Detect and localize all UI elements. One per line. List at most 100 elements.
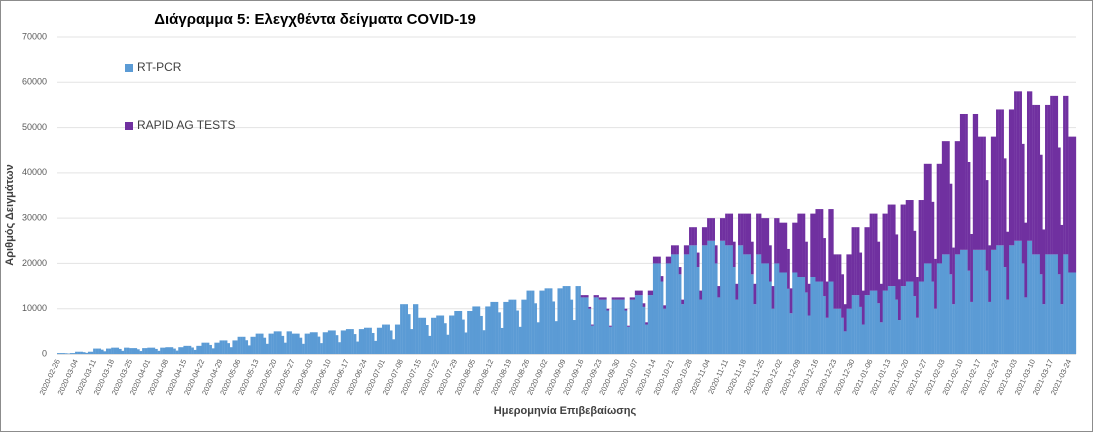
bar-segment — [98, 348, 102, 354]
bar-segment — [609, 325, 612, 327]
bar-segment — [918, 200, 922, 282]
bar-segment — [1042, 229, 1046, 305]
bar-segment — [477, 306, 481, 354]
bar-segment — [201, 342, 205, 354]
bar-segment — [748, 213, 752, 255]
bar-segment — [291, 333, 295, 354]
bar-segment — [652, 256, 656, 264]
bar-segment — [392, 339, 396, 354]
bar-segment — [941, 254, 945, 354]
bar-segment — [428, 335, 432, 354]
bar-segment — [890, 204, 893, 287]
bar-segment — [490, 301, 494, 354]
bar-segment — [836, 308, 839, 354]
bar-segment — [583, 297, 586, 354]
bar-segment — [585, 297, 589, 354]
bar-segment — [1068, 272, 1071, 354]
bar-segment — [658, 256, 661, 264]
bar-segment — [1021, 263, 1025, 354]
bar-segment — [900, 204, 904, 287]
bar-segment — [129, 348, 132, 354]
bar-segment — [701, 245, 705, 354]
bar-segment — [647, 295, 651, 354]
bar-segment — [665, 256, 669, 264]
bar-segment — [371, 332, 375, 354]
bar-segment — [972, 113, 976, 250]
bar-segment — [704, 245, 708, 354]
bar-segment — [451, 315, 455, 354]
bar-segment — [815, 209, 819, 282]
bar-segment — [258, 333, 261, 354]
bar-segment — [276, 331, 280, 354]
bar-segment — [1029, 240, 1033, 354]
bar-segment — [699, 290, 703, 300]
bar-segment — [108, 348, 112, 354]
bar-segment — [211, 348, 215, 354]
bar-segment — [227, 343, 230, 354]
bar-segment — [758, 213, 762, 255]
bar-segment — [480, 315, 483, 354]
bar-segment — [820, 281, 824, 354]
bar-segment — [629, 299, 633, 354]
bar-segment — [928, 263, 932, 354]
bar-segment — [147, 347, 151, 354]
bar-segment — [131, 348, 135, 354]
bar-segment — [789, 313, 793, 354]
bar-segment — [977, 249, 981, 354]
bar-segment — [64, 353, 68, 354]
bar-segment — [245, 340, 249, 354]
bar-segment — [838, 308, 842, 354]
bar-segment — [663, 308, 666, 354]
bar-segment — [887, 286, 891, 354]
bar-segment — [356, 341, 359, 354]
bar-segment — [885, 290, 888, 354]
bar-segment — [941, 141, 945, 255]
bar-segment — [72, 353, 76, 354]
bar-segment — [655, 263, 659, 354]
bar-segment — [513, 299, 517, 354]
bar-segment — [374, 340, 378, 354]
bar-segment — [794, 272, 798, 354]
bar-segment — [745, 213, 749, 255]
bar-segment — [856, 295, 860, 354]
bar-segment — [676, 245, 679, 255]
bar-segment — [872, 213, 875, 291]
legend-label: RAPID AG TESTS — [137, 118, 235, 132]
bar-segment — [237, 336, 241, 354]
bar-segment — [869, 213, 873, 291]
bar-segment — [712, 240, 715, 354]
bar-segment — [1016, 91, 1020, 241]
bar-segment — [843, 331, 847, 354]
bar-segment — [792, 222, 795, 273]
bar-segment — [681, 299, 685, 305]
bar-segment — [155, 348, 158, 354]
bar-segment — [732, 241, 736, 268]
bar-segment — [900, 286, 904, 354]
bar-segment — [980, 136, 984, 250]
bar-segment — [271, 333, 274, 354]
bar-segment — [905, 200, 909, 282]
bar-segment — [472, 306, 476, 354]
bar-segment — [1034, 104, 1038, 255]
bar-segment — [601, 299, 605, 354]
bar-segment — [851, 227, 855, 296]
bar-segment — [95, 348, 99, 354]
bar-segment — [825, 317, 829, 354]
bar-segment — [420, 317, 424, 354]
bar-segment — [944, 254, 948, 354]
bar-segment — [701, 227, 705, 246]
bar-segment — [410, 329, 414, 354]
bar-segment — [400, 304, 403, 354]
bar-segment — [725, 213, 728, 246]
bar-segment — [988, 301, 992, 354]
bar-segment — [683, 254, 687, 354]
bar-segment — [885, 213, 888, 291]
bar-segment — [250, 336, 254, 354]
bar-segment — [384, 324, 388, 354]
bar-segment — [848, 308, 852, 354]
bar-segment — [1050, 254, 1053, 354]
bar-segment — [1008, 245, 1012, 354]
bar-segment — [861, 290, 865, 325]
bar-segment — [1032, 254, 1035, 354]
bar-segment — [823, 296, 826, 354]
